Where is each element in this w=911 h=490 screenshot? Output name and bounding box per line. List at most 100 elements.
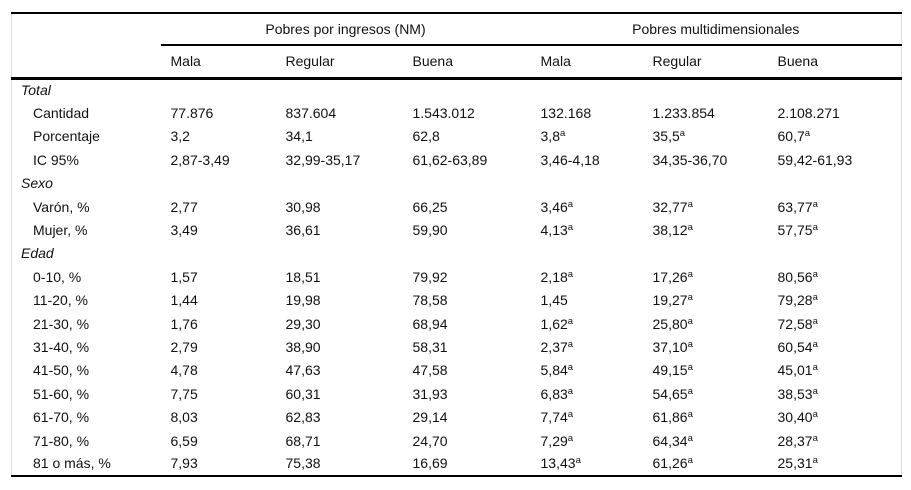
section-label: Total <box>21 82 51 99</box>
value-cell: 36,61 <box>285 222 321 239</box>
table-row: 81 o más, % 7,93 75,38 16,69 13,43a 61,26a 25,… <box>12 452 902 475</box>
value-cell: 60,7a <box>777 128 811 145</box>
value-cell: 60,54a <box>777 338 818 355</box>
value-cell: 57,75a <box>777 222 818 239</box>
value-cell: 61,26a <box>652 455 693 472</box>
value-cell: 59,90 <box>412 222 448 239</box>
value-cell: 13,43a <box>540 455 581 472</box>
row-label: 41-50, % <box>33 362 90 379</box>
footnote-marker: a <box>567 362 574 374</box>
value-cell: 62,83 <box>285 409 321 426</box>
footnote-marker: a <box>567 268 574 280</box>
footnote-marker: a <box>812 198 818 210</box>
footnote-marker: a <box>812 338 818 350</box>
footnote-marker: a <box>812 222 818 234</box>
footnote-marker: a <box>567 409 574 421</box>
value-cell: 25,31a <box>777 455 818 472</box>
footnote-marker: a <box>567 222 574 234</box>
value-cell: 1,76 <box>170 315 198 332</box>
value-cell: 29,30 <box>285 315 321 332</box>
footnote-marker: a <box>687 268 693 280</box>
table-row: 51-60, % 7,75 60,31 31,93 6,83a 54,65a 38,53a <box>12 382 902 405</box>
value-cell: 49,15a <box>652 362 693 379</box>
value-cell: 16,69 <box>412 455 448 472</box>
value-cell: 34,35-36,70 <box>652 151 728 168</box>
row-label: IC 95% <box>33 151 79 168</box>
table-row: 71-80, % 6,59 68,71 24,70 7,29a 64,34a 28,37a <box>12 429 902 452</box>
value-cell: 2,87-3,49 <box>170 151 230 168</box>
value-cell: 8,03 <box>170 409 198 426</box>
value-cell: 3,2 <box>170 128 190 145</box>
value-cell: 29,14 <box>412 409 448 426</box>
value-cell: 3,8a <box>540 128 566 145</box>
footnote-marker: a <box>687 338 693 350</box>
row-label: Varón, % <box>33 198 90 215</box>
group-header-pobres-ingresos: Pobres por ingresos (NM) <box>160 13 531 46</box>
column-header-buena-multi: Buena <box>767 45 902 80</box>
value-cell: 17,26a <box>652 268 693 285</box>
header-stub <box>11 45 161 80</box>
value-cell: 1.543.012 <box>412 105 475 122</box>
footnote-marker: a <box>812 315 818 327</box>
table-row: Mujer, % 3,49 36,61 59,90 4,13a 38,12a 57,75a <box>12 218 902 241</box>
footnote-marker: a <box>567 385 574 397</box>
value-cell: 1,45 <box>540 292 568 309</box>
value-cell: 80,56a <box>777 268 818 285</box>
table-row: 21-30, % 1,76 29,30 68,94 1,62a 25,80a 72,58a <box>12 312 902 335</box>
value-cell: 37,10a <box>652 338 693 355</box>
value-cell: 64,34a <box>652 432 693 449</box>
value-cell: 75,38 <box>285 455 321 472</box>
value-cell: 6,83a <box>540 385 574 402</box>
footnote-marker: a <box>567 432 574 444</box>
footnote-marker: a <box>687 409 693 421</box>
table-body: Total Cantidad 77.876 837.604 1.543.012 132.1… <box>12 78 902 476</box>
value-cell: 34,1 <box>285 128 313 145</box>
value-cell: 19,98 <box>285 292 321 309</box>
value-cell: 63,77a <box>777 198 818 215</box>
row-label: 21-30, % <box>33 315 90 332</box>
table-row: 61-70, % 8,03 62,83 29,14 7,74a 61,86a 30,40a <box>12 405 902 428</box>
value-cell: 6,59 <box>170 432 198 449</box>
value-cell: 7,74a <box>540 409 574 426</box>
footnote-marker: a <box>575 455 581 467</box>
footnote-marker: a <box>812 409 818 421</box>
footnote-marker: a <box>687 222 693 234</box>
row-label: 71-80, % <box>33 432 90 449</box>
value-cell: 837.604 <box>285 105 337 122</box>
value-cell: 3,49 <box>170 222 198 239</box>
column-header-mala-multi: Mala <box>530 45 643 80</box>
value-cell: 72,58a <box>777 315 818 332</box>
value-cell: 19,27a <box>652 292 693 309</box>
value-cell: 2,37a <box>540 338 574 355</box>
footnote-marker: a <box>812 362 818 374</box>
value-cell: 1,62a <box>540 315 574 332</box>
row-label: Mujer, % <box>33 222 88 239</box>
row-label: Cantidad <box>33 105 90 122</box>
row-label: 11-20, % <box>33 292 88 309</box>
section-label: Sexo <box>21 175 53 192</box>
value-cell: 32,99-35,17 <box>285 151 361 168</box>
footnote-marker: a <box>812 268 818 280</box>
value-cell: 30,40a <box>777 409 818 426</box>
value-cell: 2,77 <box>170 198 198 215</box>
footnote-marker: a <box>679 128 686 140</box>
value-cell: 3,46a <box>540 198 574 215</box>
column-header-mala-ingresos: Mala <box>160 45 276 80</box>
value-cell: 66,25 <box>412 198 448 215</box>
footnote-marker: a <box>567 338 574 350</box>
footnote-marker: a <box>687 292 693 304</box>
footnote-marker: a <box>812 385 818 397</box>
table-head: Pobres por ingresos (NM) Pobres multidim… <box>11 13 902 80</box>
group-header-pobres-multidimensionales: Pobres multidimensionales <box>530 13 902 46</box>
value-cell: 45,01a <box>777 362 818 379</box>
row-label: 0-10, % <box>33 268 82 285</box>
value-cell: 7,93 <box>170 455 198 472</box>
value-cell: 32,77a <box>652 198 693 215</box>
footnote-marker: a <box>687 198 693 210</box>
value-cell: 4,78 <box>170 362 198 379</box>
footnote-marker: a <box>687 432 693 444</box>
table-row: IC 95% 2,87-3,49 32,99-35,17 61,62-63,89 3,4… <box>12 148 902 171</box>
value-cell: 68,94 <box>412 315 448 332</box>
value-cell: 38,90 <box>285 338 321 355</box>
